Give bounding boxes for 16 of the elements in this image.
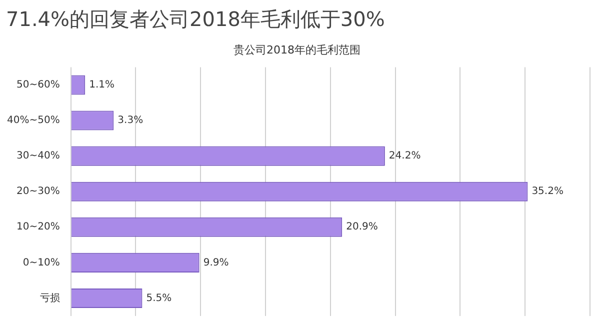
- data-label: 1.1%: [89, 80, 115, 91]
- data-label: 35.2%: [532, 186, 564, 198]
- data-label: 20.9%: [346, 222, 378, 233]
- chart-subtitle: 贵公司2018年的毛利范围: [234, 43, 360, 56]
- data-label: 24.2%: [388, 150, 421, 162]
- data-label: 9.9%: [203, 257, 229, 268]
- y-tick-label: 亏损: [40, 292, 60, 304]
- data-label: 5.5%: [146, 292, 172, 304]
- data-label: 3.3%: [118, 115, 144, 126]
- y-tick-label: 40%~50%: [6, 115, 60, 126]
- y-tick-label: 30~40%: [16, 150, 60, 162]
- y-tick-label: 0~10%: [22, 257, 60, 268]
- y-tick-label: 50~60%: [16, 80, 60, 91]
- y-tick-label: 10~20%: [16, 222, 60, 233]
- chart-title: 71.4%的回复者公司2018年毛利低于30%: [6, 6, 385, 33]
- y-tick-label: 20~30%: [16, 186, 60, 198]
